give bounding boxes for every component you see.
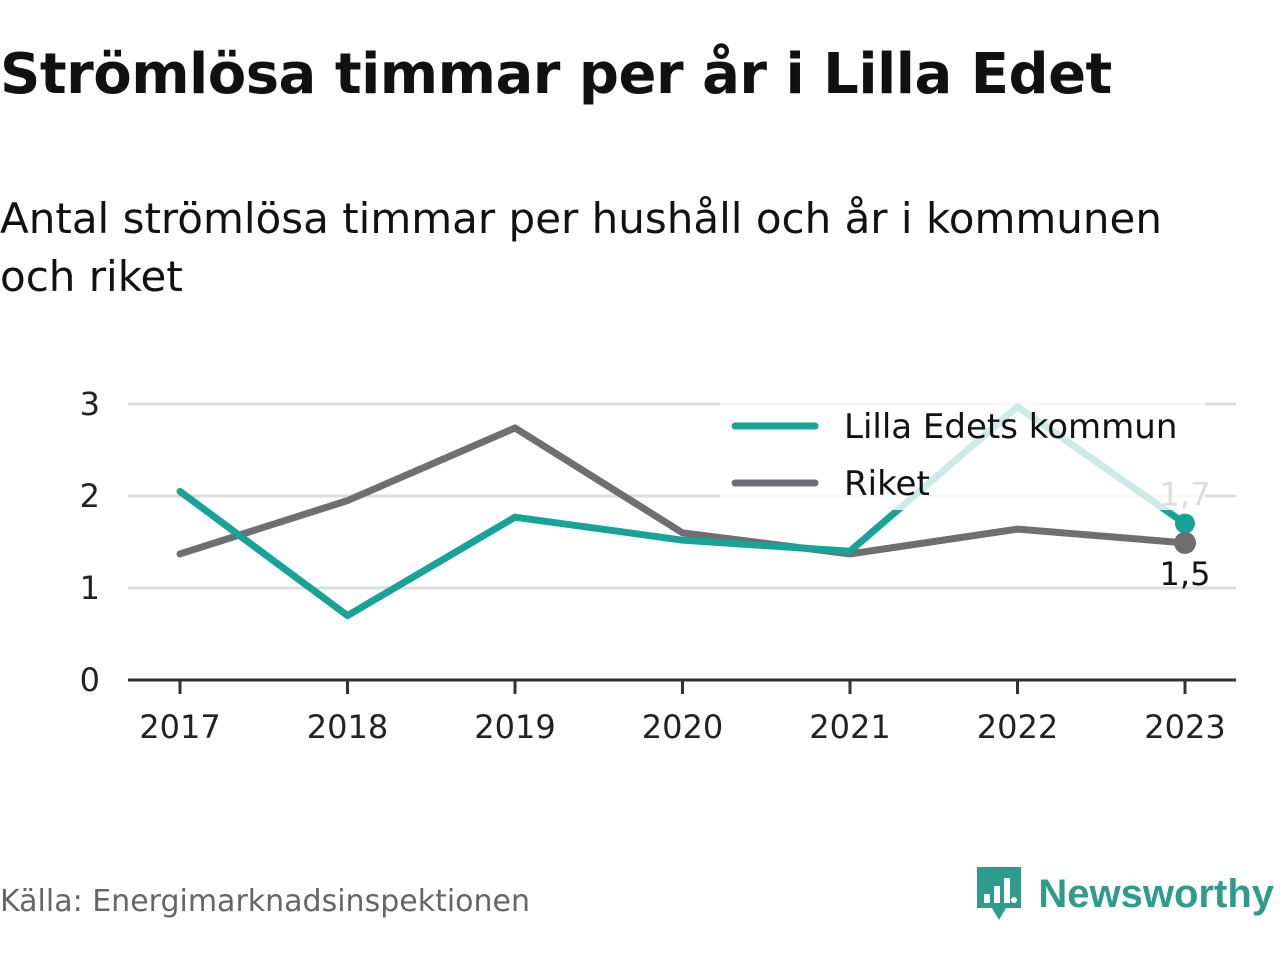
x-tick-label: 2023 [1144,708,1225,746]
x-tick-label: 2017 [139,708,220,746]
y-axis-ticks: 0 1 2 3 [80,385,100,699]
chart-title: Strömlösa timmar per år i Lilla Edet [0,42,1112,107]
x-tick-label: 2019 [474,708,555,746]
y-tick-label: 3 [80,385,100,423]
source-note: Källa: Energimarknadsinspektionen [0,884,531,919]
x-tick-label: 2018 [307,708,388,746]
y-tick-label: 0 [80,661,100,699]
brand-logo: Newsworthy [974,864,1274,924]
line-chart: 0 1 2 3 2017 2018 2019 2020 2021 2022 2023 Lilla … [80,385,1236,746]
end-labels: 1,7 1,5 [1160,476,1211,593]
x-axis: 2017 2018 2019 2020 2021 2022 2023 [128,678,1236,746]
series-line-riket [176,424,1189,558]
x-tick-label: 2022 [977,708,1058,746]
legend-label: Lilla Edets kommun [844,407,1177,447]
end-point-riket [1174,531,1196,554]
end-label-riket: 1,5 [1160,555,1211,593]
end-label-lilla-edet: 1,7 [1160,476,1211,514]
legend-background [720,398,1205,510]
x-tick-label: 2020 [642,708,723,746]
brand-name: Newsworthy [1038,871,1274,916]
y-tick-label: 2 [80,477,100,515]
legend: Lilla Edets kommun Riket [720,398,1205,510]
y-tick-label: 1 [80,569,100,607]
end-point-lilla-edet [1175,513,1195,534]
newsworthy-logo-icon [977,867,1022,920]
legend-label: Riket [844,464,930,504]
chart-subtitle: Antal strömlösa timmar per hushåll och å… [0,194,1162,301]
x-tick-label: 2021 [809,708,890,746]
